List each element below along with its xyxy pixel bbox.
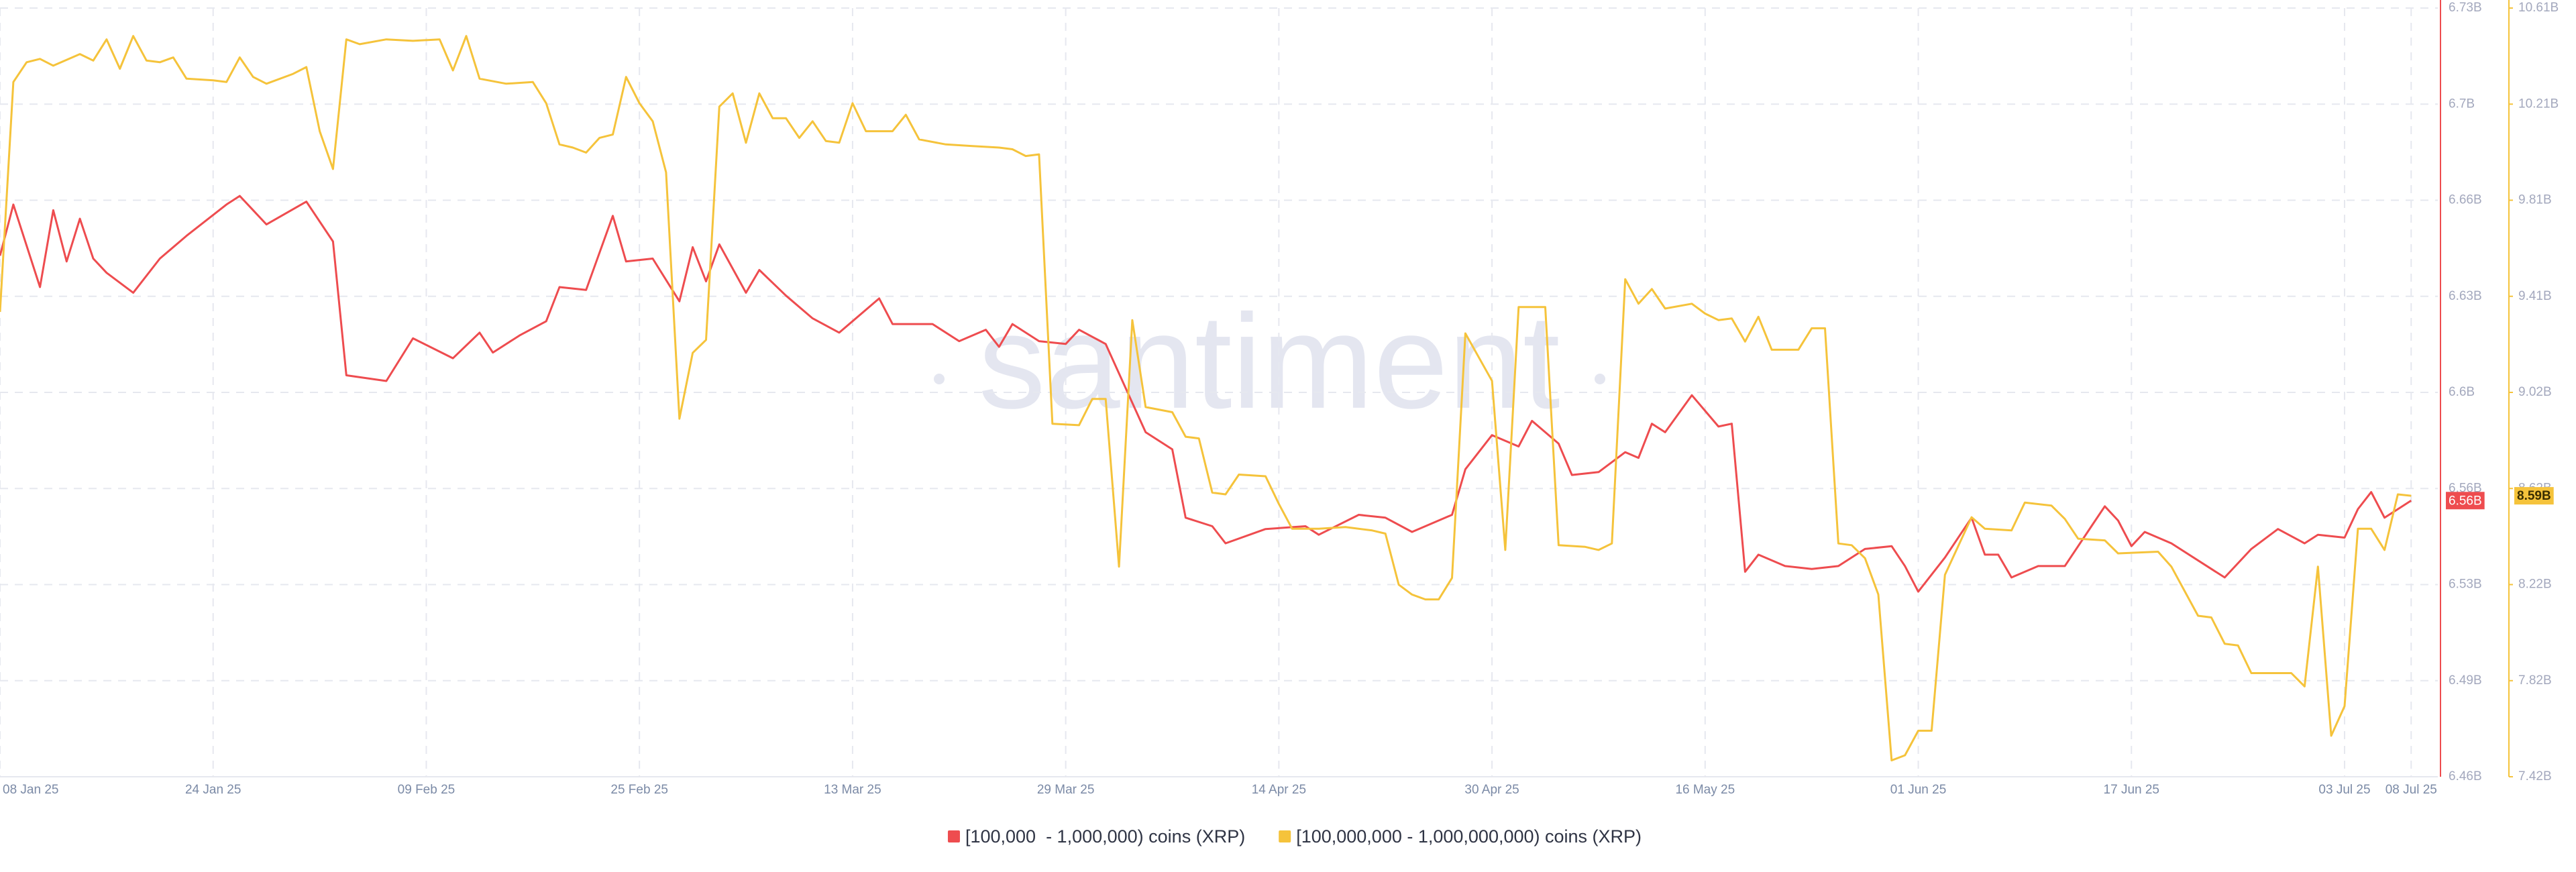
x-tick-label: 30 Apr 25 [1464, 783, 1519, 797]
series-line [0, 35, 2412, 762]
legend-label: [100,000,000 - 1,000,000,000) coins (XRP… [1296, 826, 1642, 847]
y-tick-label: 6.46B [2449, 769, 2482, 783]
legend-swatch [1279, 830, 1291, 842]
badge-label: 6.56B [2449, 494, 2482, 508]
legend-label: [100,000 - 1,000,000) coins (XRP) [965, 826, 1245, 847]
legend-swatch [947, 830, 960, 842]
watermark-dot [934, 374, 945, 384]
x-tick-label: 08 Jul 25 [2385, 783, 2437, 797]
y2-tick-label: 9.02B [2518, 385, 2552, 399]
y2-tick-label: 10.61B [2518, 1, 2559, 15]
watermark: santiment [934, 287, 1605, 437]
badge-label: 8.59B [2517, 489, 2551, 503]
x-tick-label: 08 Jan 25 [3, 783, 58, 797]
watermark-dot [1595, 374, 1605, 384]
x-tick-label: 13 Mar 25 [824, 783, 881, 797]
x-tick-label: 17 Jun 25 [2104, 783, 2159, 797]
y-tick-label: 6.63B [2449, 289, 2482, 303]
y2-tick-label: 10.21B [2518, 97, 2559, 111]
y2-tick-label: 8.22B [2518, 578, 2552, 592]
y-tick-label: 6.66B [2449, 193, 2482, 207]
badge-bg [2514, 487, 2554, 505]
last-value-badge: 6.56B [2446, 492, 2485, 510]
y2-tick-label: 7.42B [2518, 769, 2552, 783]
legend: [100,000 - 1,000,000) coins (XRP) [100,00… [947, 826, 1642, 847]
y2-tick-label: 7.82B [2518, 673, 2552, 688]
x-tick-label: 14 Apr 25 [1252, 783, 1306, 797]
y-tick-label: 6.73B [2449, 1, 2482, 15]
x-tick-label: 09 Feb 25 [398, 783, 455, 797]
x-tick-label: 24 Jan 25 [185, 783, 241, 797]
y-tick-label: 6.56B [2449, 481, 2482, 495]
y-tick-label: 6.6B [2449, 385, 2475, 399]
last-value-badge: 8.59B [2514, 487, 2554, 505]
y2-tick-label: 9.41B [2518, 289, 2552, 303]
y-tick-label: 6.53B [2449, 578, 2482, 592]
y2-tick-label: 9.81B [2518, 193, 2552, 207]
badge-bg [2446, 492, 2485, 510]
x-tick-label: 16 May 25 [1675, 783, 1735, 797]
x-tick-label: 25 Feb 25 [610, 783, 668, 797]
x-tick-label: 03 Jul 25 [2318, 783, 2370, 797]
y-tick-label: 6.49B [2449, 673, 2482, 688]
x-tick-label: 01 Jun 25 [1890, 783, 1946, 797]
series-line [0, 195, 2412, 593]
y-tick-label: 6.7B [2449, 97, 2475, 111]
x-tick-label: 29 Mar 25 [1037, 783, 1095, 797]
